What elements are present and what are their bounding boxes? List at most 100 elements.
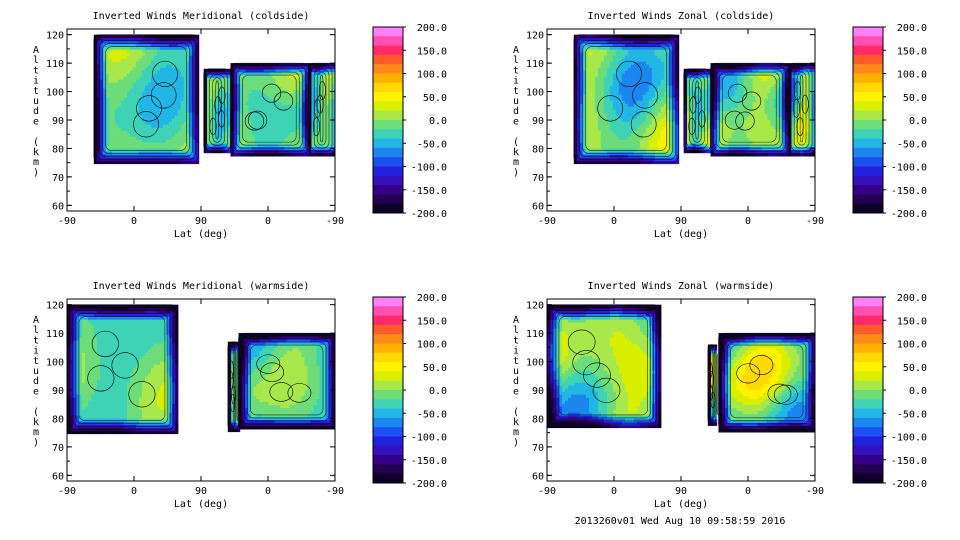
x-tick-label: 90 xyxy=(675,216,687,227)
colorbar-tick-label: 150.0 xyxy=(417,316,447,327)
colorbar-tick-label: 100.0 xyxy=(417,340,447,351)
colorbar-tick-label: 200.0 xyxy=(417,293,447,304)
x-tick-label: -90 xyxy=(806,486,824,497)
contour-field xyxy=(67,304,335,435)
x-tick-label: 90 xyxy=(675,486,687,497)
colorbar-swatch xyxy=(853,306,883,317)
x-axis-label: Lat (deg) xyxy=(654,499,708,510)
colorbar-swatch xyxy=(373,362,403,372)
colorbar-swatch xyxy=(853,64,883,74)
y-tick-label: 70 xyxy=(532,443,544,454)
colorbar-tick-label: 50.0 xyxy=(423,363,447,374)
colorbar-swatch xyxy=(373,315,403,326)
colorbar-swatch xyxy=(373,427,403,437)
y-tick-label: 110 xyxy=(526,329,544,340)
colorbar-tick-label: 150.0 xyxy=(897,316,927,327)
colorbar-swatch xyxy=(373,27,403,37)
colorbar-tick-label: 100.0 xyxy=(897,340,927,351)
colorbar-tick-label: -200.0 xyxy=(411,209,447,220)
x-axis-label: Lat (deg) xyxy=(174,229,228,240)
panel-4: Inverted Winds Zonal (warmside) 60 70 80 90 1… xyxy=(513,281,927,510)
y-tick-label: 80 xyxy=(52,144,64,155)
y-tick-label: 80 xyxy=(52,414,64,425)
colorbar-swatch xyxy=(853,36,883,47)
colorbar-swatch xyxy=(853,157,883,167)
colorbar-tick-label: -100.0 xyxy=(411,433,447,444)
colorbar-swatch xyxy=(373,399,403,410)
colorbar-swatch xyxy=(853,138,883,149)
colorbar-swatch xyxy=(373,120,403,130)
colorbar-swatch xyxy=(853,464,883,475)
colorbar-swatch xyxy=(373,203,403,214)
y-tick-label: 60 xyxy=(52,471,64,482)
colorbar-swatch xyxy=(373,390,403,400)
colorbar-tick-label: -50.0 xyxy=(417,409,447,420)
colorbar-tick-label: 0.0 xyxy=(429,386,447,397)
colorbar-swatch xyxy=(853,92,883,102)
x-tick-label: -90 xyxy=(326,486,344,497)
contour-field xyxy=(547,304,815,433)
colorbar-swatch xyxy=(373,73,403,84)
y-tick-label: 60 xyxy=(532,471,544,482)
colorbar-swatch xyxy=(373,455,403,465)
x-tick-label: -90 xyxy=(538,486,556,497)
colorbar-swatch xyxy=(373,408,403,419)
colorbar-swatch xyxy=(373,334,403,344)
colorbar-swatch xyxy=(373,445,403,456)
colorbar-swatch xyxy=(853,352,883,363)
colorbar-swatch xyxy=(373,175,403,186)
x-tick-label: -90 xyxy=(58,486,76,497)
colorbar-tick-label: 100.0 xyxy=(897,70,927,81)
colorbar-tick-label: -100.0 xyxy=(411,163,447,174)
colorbar-swatch xyxy=(373,64,403,74)
y-tick-label: 100 xyxy=(46,88,64,99)
y-tick-label: 120 xyxy=(526,31,544,42)
y-tick-label: 90 xyxy=(532,386,544,397)
colorbar-tick-label: 150.0 xyxy=(417,46,447,57)
x-tick-label: 90 xyxy=(195,216,207,227)
colorbar-tick-label: -150.0 xyxy=(411,456,447,467)
colorbar-swatch xyxy=(373,166,403,177)
colorbar-tick-label: 200.0 xyxy=(897,23,927,34)
colorbar-tick-label: 100.0 xyxy=(417,70,447,81)
colorbar-tick-label: 150.0 xyxy=(897,46,927,57)
colorbar-swatch xyxy=(373,185,403,195)
y-tick-label: 120 xyxy=(46,301,64,312)
x-tick-label: -90 xyxy=(58,216,76,227)
y-tick-label: 110 xyxy=(46,329,64,340)
colorbar-swatch xyxy=(373,194,403,205)
y-tick-label: 60 xyxy=(52,201,64,212)
y-tick-label: 100 xyxy=(526,88,544,99)
y-tick-label: 100 xyxy=(46,358,64,369)
colorbar-swatch xyxy=(853,175,883,186)
x-tick-label: 0 xyxy=(611,486,617,497)
colorbar-tick-label: 50.0 xyxy=(903,93,927,104)
colorbar-swatch xyxy=(853,297,883,307)
colorbar-swatch xyxy=(853,129,883,140)
colorbar-swatch xyxy=(373,352,403,363)
x-tick-label: 90 xyxy=(195,486,207,497)
colorbar-tick-label: -50.0 xyxy=(417,139,447,150)
colorbar-tick-label: 0.0 xyxy=(909,386,927,397)
colorbar-tick-label: 200.0 xyxy=(897,293,927,304)
x-tick-label: 0 xyxy=(611,216,617,227)
colorbar-swatch xyxy=(373,157,403,167)
colorbar: 200.0 150.0 100.0 50.0 0.0 -50.0 -100.0 -150.0 -… xyxy=(372,23,447,220)
colorbar-tick-label: -200.0 xyxy=(891,209,927,220)
chart-title: Inverted Winds Meridional (coldside) xyxy=(93,11,310,22)
colorbar-swatch xyxy=(853,120,883,130)
colorbar-tick-label: 200.0 xyxy=(417,23,447,34)
colorbar-tick-label: -50.0 xyxy=(897,139,927,150)
panel-1: Inverted Winds Meridional (coldside) 60 70… xyxy=(33,11,447,240)
colorbar-swatch xyxy=(853,147,883,158)
y-tick-label: 120 xyxy=(526,301,544,312)
y-tick-label: 80 xyxy=(532,414,544,425)
x-axis-label: Lat (deg) xyxy=(174,499,228,510)
colorbar-swatch xyxy=(853,324,883,335)
footer-timestamp: 2013260v01 Wed Aug 10 09:58:59 2016 xyxy=(575,516,786,527)
colorbar-swatch xyxy=(373,380,403,391)
x-tick-label: 0 xyxy=(745,486,751,497)
